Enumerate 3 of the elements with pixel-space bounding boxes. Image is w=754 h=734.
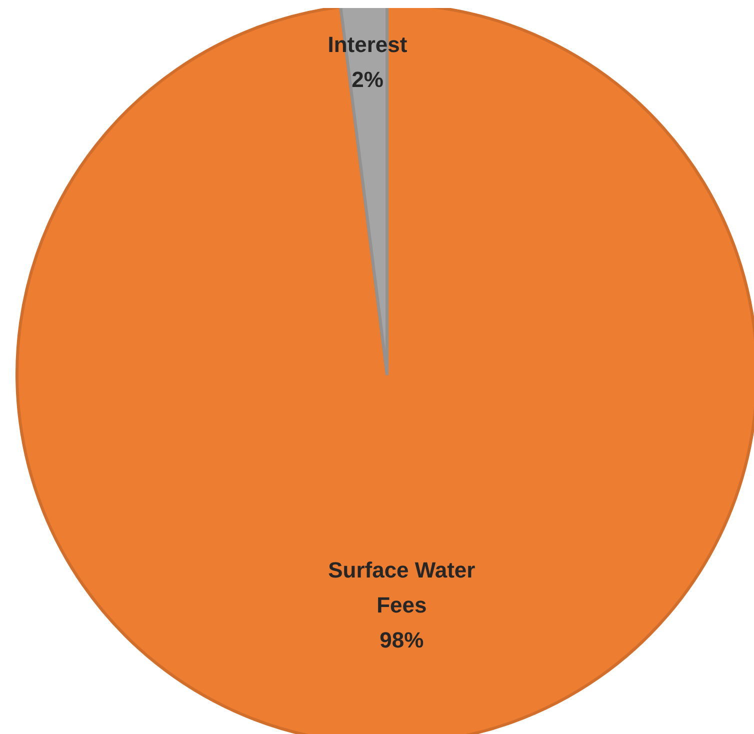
data-label: 98% bbox=[380, 627, 424, 652]
slice-label: Surface Water Fees bbox=[328, 557, 476, 618]
data-label: 2% bbox=[352, 67, 384, 92]
